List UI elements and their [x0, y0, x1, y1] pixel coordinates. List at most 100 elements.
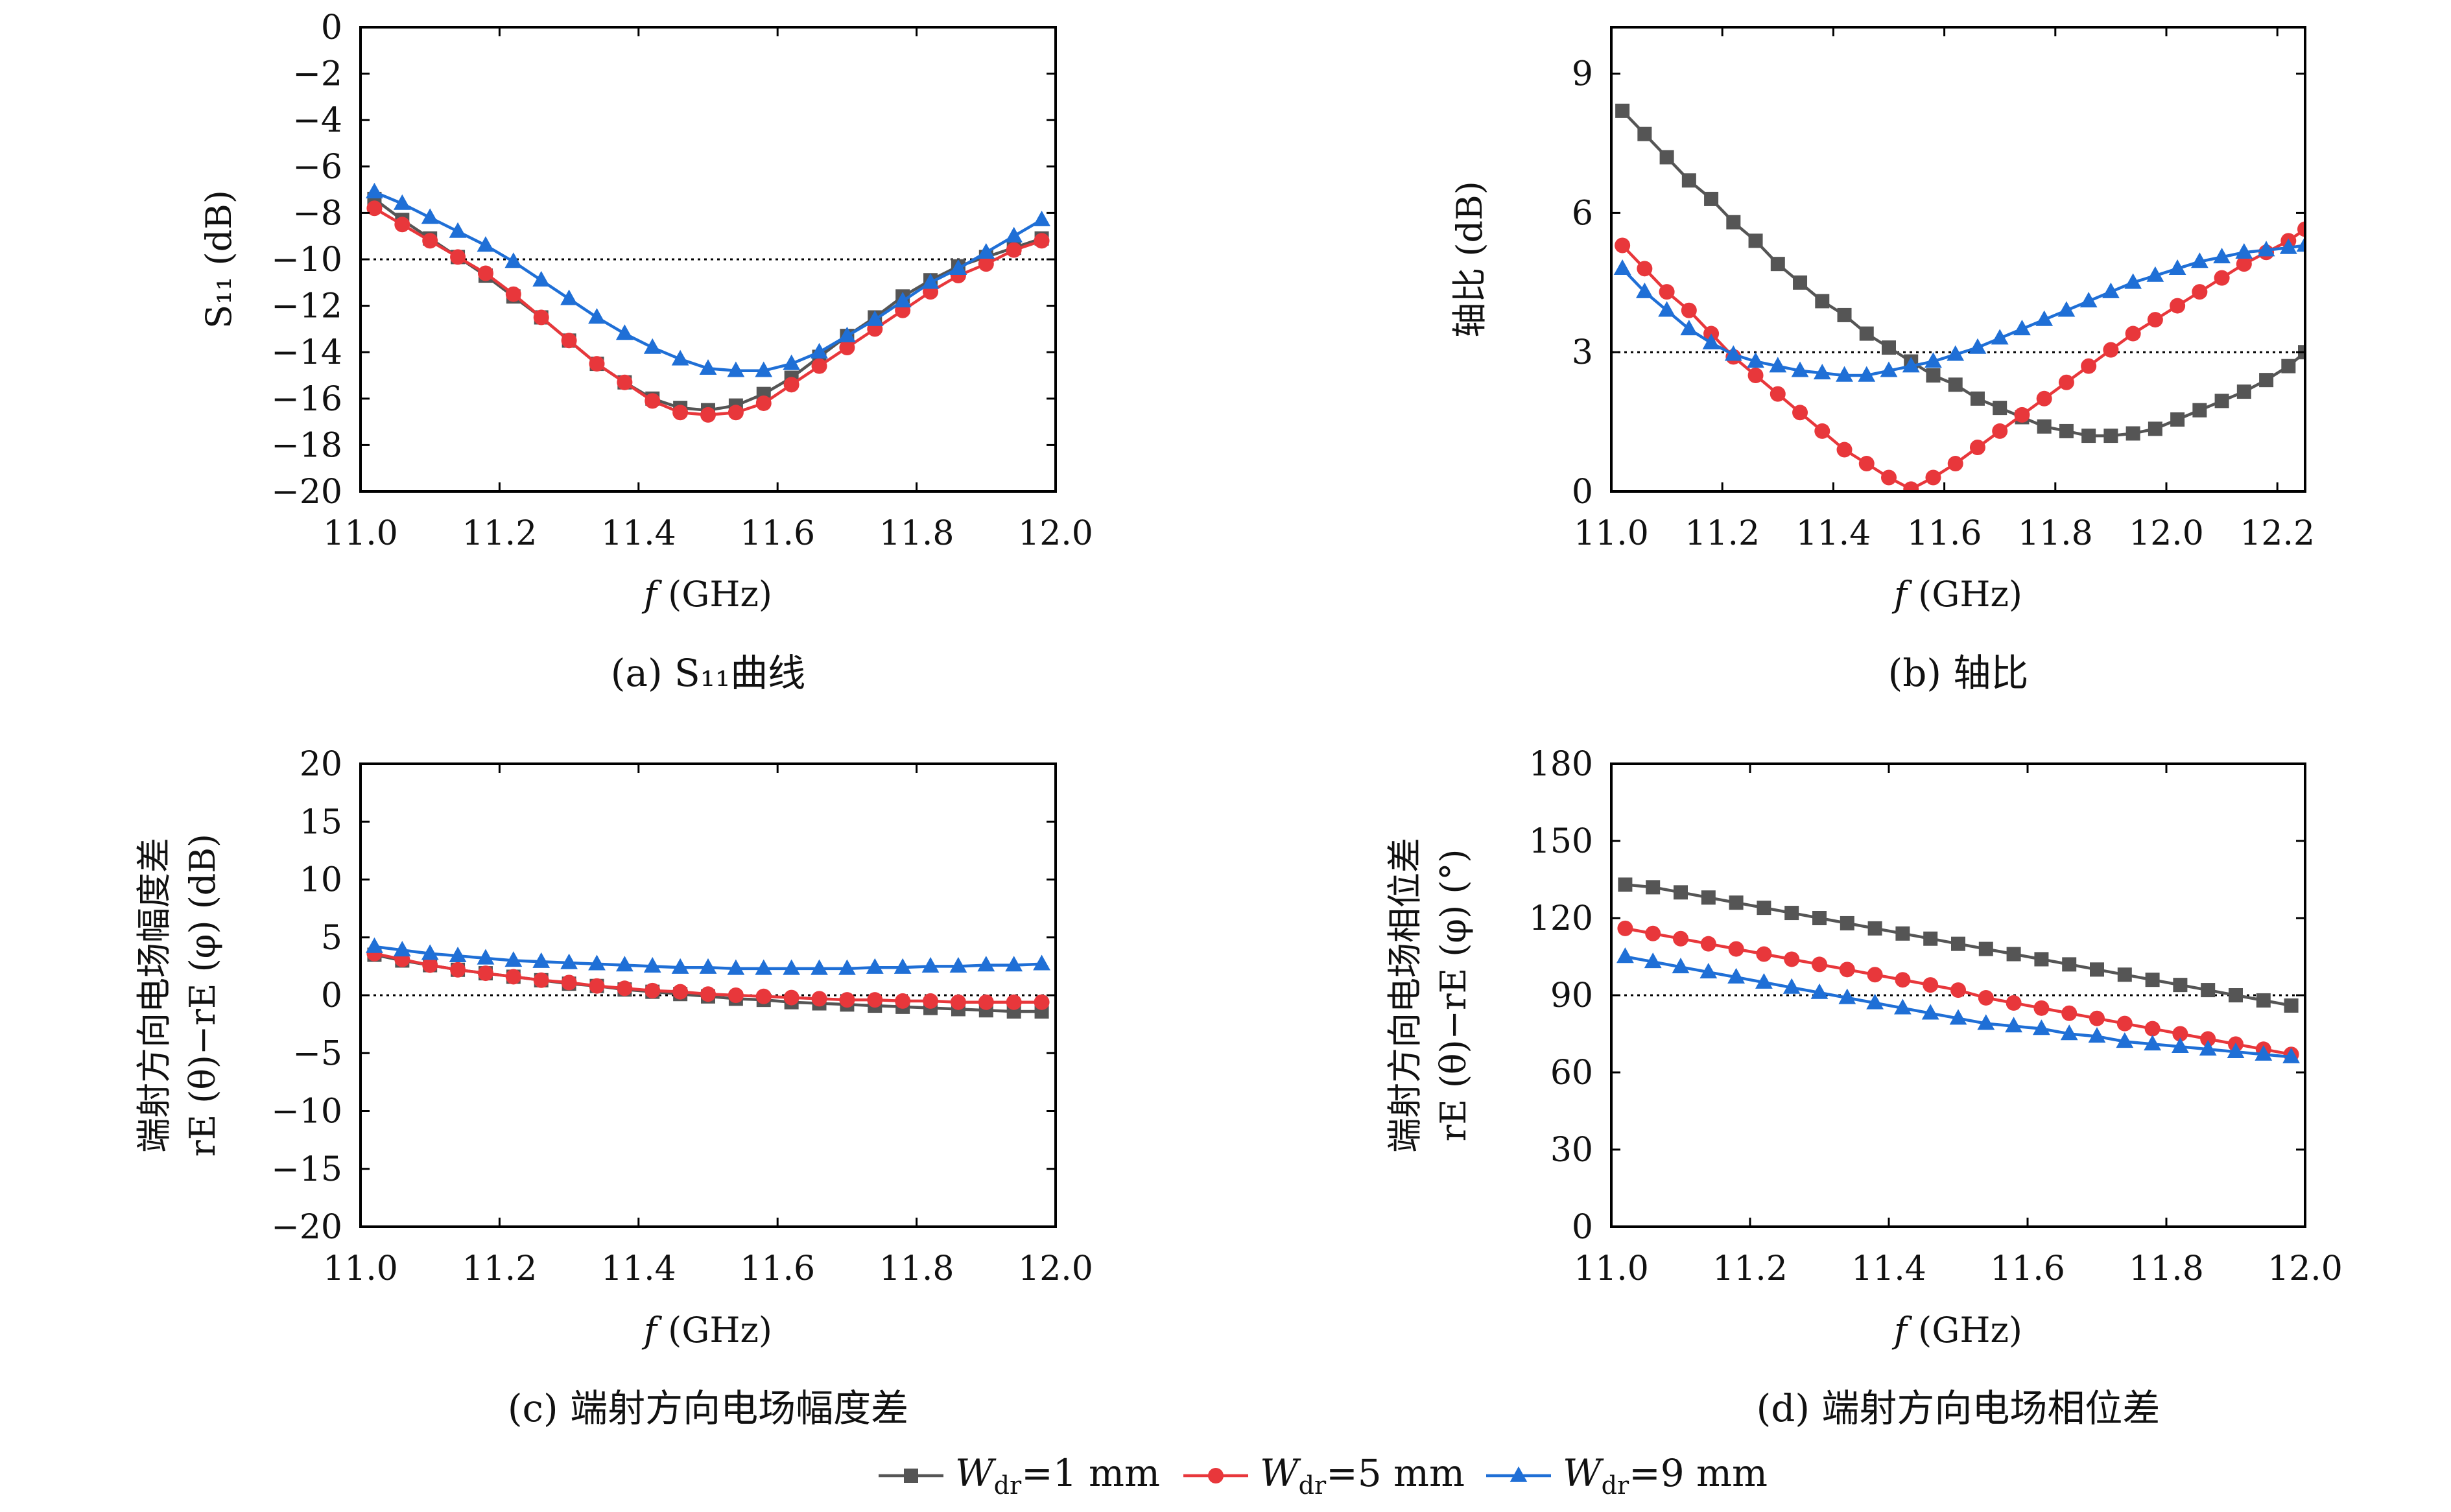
- data-point-circle: [1747, 368, 1764, 383]
- data-point-circle: [645, 982, 661, 998]
- data-point-circle: [2125, 325, 2141, 342]
- data-point-triangle: [1644, 952, 1662, 969]
- data-point-circle: [394, 217, 410, 233]
- x-tick-label: 11.6: [1907, 514, 1982, 553]
- data-point-circle: [783, 989, 799, 1006]
- series-1: [1615, 103, 2305, 443]
- data-point-circle: [2236, 256, 2252, 272]
- data-point-triangle: [1680, 320, 1698, 336]
- data-point-circle: [1728, 941, 1744, 957]
- data-point-circle: [422, 957, 438, 973]
- series-1: [1618, 877, 2299, 1013]
- data-point-triangle: [1969, 338, 1987, 354]
- data-point-triangle: [894, 292, 912, 308]
- data-point-circle: [2033, 1000, 2050, 1016]
- data-point-triangle: [1791, 361, 1809, 377]
- data-point-triangle: [671, 349, 689, 366]
- data-point-circle: [450, 962, 466, 978]
- data-point-circle: [2297, 221, 2305, 237]
- data-point-triangle: [2213, 248, 2231, 264]
- data-point-square: [2103, 429, 2118, 443]
- data-point-circle: [1006, 994, 1022, 1010]
- y-axis-label: S₁₁ (dB): [198, 190, 239, 329]
- series-3: [1613, 236, 2305, 382]
- y-tick-label: 150: [1529, 822, 1593, 861]
- data-point-square: [2034, 952, 2049, 967]
- data-point-triangle: [1991, 329, 2009, 345]
- x-tick-label: 12.2: [2240, 514, 2315, 553]
- data-point-square: [1993, 401, 2007, 416]
- data-point-circle: [1637, 261, 1653, 277]
- data-point-triangle: [1005, 226, 1023, 242]
- data-point-square: [2256, 993, 2271, 1008]
- data-point-circle: [1950, 982, 1966, 998]
- data-point-triangle: [1672, 958, 1690, 974]
- data-point-triangle: [2235, 242, 2253, 259]
- data-point-circle: [1881, 469, 1897, 486]
- data-point-square: [2173, 978, 2188, 993]
- subplot-caption: (c) 端射方向电场幅度差: [508, 1386, 908, 1430]
- data-point-circle: [811, 991, 827, 1007]
- data-point-triangle: [1033, 210, 1050, 226]
- legend-item-2: Wdr=5 mm: [1183, 1451, 1465, 1500]
- data-point-triangle: [2172, 1037, 2189, 1054]
- data-point-circle: [2061, 1005, 2078, 1021]
- data-point-triangle: [615, 956, 633, 972]
- x-tick-label: 11.0: [323, 514, 398, 553]
- data-point-triangle: [1838, 988, 1856, 1004]
- series-3: [366, 182, 1050, 377]
- data-point-triangle: [393, 941, 411, 957]
- data-point-square: [2281, 359, 2296, 373]
- x-axis-label: f (GHz): [641, 574, 772, 615]
- y-tick-label: −6: [292, 148, 342, 187]
- data-point-circle: [1208, 1468, 1224, 1483]
- data-point-circle: [1617, 920, 1633, 936]
- data-point-triangle: [866, 310, 884, 326]
- data-point-circle: [450, 249, 466, 265]
- data-point-square: [904, 1469, 918, 1483]
- series-line: [373, 198, 1043, 412]
- data-point-square: [1867, 921, 1882, 936]
- x-tick-label: 11.6: [740, 514, 815, 553]
- data-point-square: [2170, 412, 2185, 427]
- subplot-caption: (d) 端射方向电场相位差: [1757, 1386, 2161, 1430]
- data-point-triangle: [532, 952, 551, 968]
- data-point-circle: [505, 286, 521, 302]
- data-point-circle: [1792, 405, 1808, 421]
- data-point-triangle: [1810, 983, 1829, 999]
- y-tick-label: −8: [292, 194, 342, 233]
- data-point-triangle: [2227, 1042, 2245, 1058]
- data-point-circle: [672, 405, 689, 421]
- data-point-square: [2037, 419, 2052, 434]
- data-point-triangle: [2035, 310, 2054, 326]
- data-point-circle: [978, 256, 994, 272]
- data-point-triangle: [2057, 301, 2076, 317]
- data-point-triangle: [838, 959, 856, 975]
- series-line: [373, 191, 1043, 373]
- data-point-triangle: [504, 951, 523, 967]
- data-point-circle: [1756, 946, 1772, 962]
- y-tick-label: −15: [271, 1150, 342, 1189]
- x-tick-label: 11.4: [601, 514, 676, 553]
- data-point-triangle: [1782, 978, 1801, 994]
- data-point-square: [2201, 983, 2216, 998]
- data-point-triangle: [588, 954, 606, 971]
- data-point-triangle: [1747, 352, 1764, 368]
- data-point-square: [2148, 421, 2162, 436]
- data-point-triangle: [699, 359, 717, 375]
- data-point-square: [2229, 988, 2243, 1002]
- x-axis-label: f (GHz): [641, 1310, 772, 1351]
- y-axis-label-line1: 端射方向电场幅度差: [134, 838, 174, 1153]
- data-point-circle: [1784, 951, 1800, 967]
- data-point-square: [1729, 895, 1744, 910]
- legend-item-3: Wdr=9 mm: [1486, 1451, 1768, 1500]
- data-point-square: [1748, 233, 1763, 248]
- y-tick-label: 0: [321, 976, 342, 1015]
- data-point-triangle: [1727, 967, 1745, 984]
- data-point-triangle: [1924, 352, 1942, 368]
- data-point-triangle: [366, 937, 383, 953]
- data-point-triangle: [949, 259, 967, 276]
- series-1: [367, 191, 1049, 418]
- data-point-triangle: [1921, 1004, 1939, 1020]
- data-point-square: [2192, 403, 2207, 418]
